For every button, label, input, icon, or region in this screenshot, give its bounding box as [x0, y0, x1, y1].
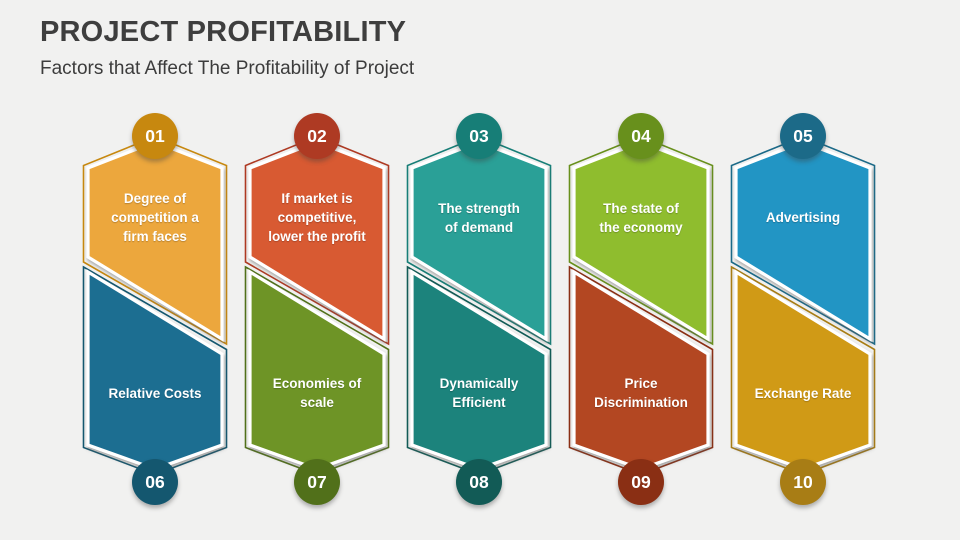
column-3 — [406, 135, 552, 476]
hex-outline-10 — [730, 265, 876, 476]
number-badge-06: 06 — [132, 459, 178, 505]
hex-outline-06 — [82, 265, 228, 476]
hex-shape-09 — [572, 269, 710, 471]
number-badge-04: 04 — [618, 113, 664, 159]
number-badge-03: 03 — [456, 113, 502, 159]
hex-shape-05 — [734, 140, 872, 342]
hex-shape-08 — [410, 269, 548, 471]
number-badge-10: 10 — [780, 459, 826, 505]
hex-outline-04 — [568, 135, 714, 346]
page-subtitle: Factors that Affect The Profitability of… — [40, 58, 415, 79]
hex-shape-10 — [734, 269, 872, 471]
hex-outline-01 — [82, 135, 228, 346]
column-4 — [568, 135, 714, 476]
hex-shape-07 — [248, 269, 386, 471]
hex-shape-06 — [86, 269, 224, 471]
number-badge-09: 09 — [618, 459, 664, 505]
hex-shape-02 — [248, 140, 386, 342]
hex-outline-03 — [406, 135, 552, 346]
hex-outline-02 — [244, 135, 390, 346]
column-1 — [82, 135, 228, 476]
number-badge-05: 05 — [780, 113, 826, 159]
hex-outline-08 — [406, 265, 552, 476]
hex-outline-09 — [568, 265, 714, 476]
hex-outline-07 — [244, 265, 390, 476]
number-badge-01: 01 — [132, 113, 178, 159]
hex-shape-01 — [86, 140, 224, 342]
column-5 — [730, 135, 876, 476]
hex-outline-05 — [730, 135, 876, 346]
number-badge-08: 08 — [456, 459, 502, 505]
number-badge-02: 02 — [294, 113, 340, 159]
page-title: PROJECT PROFITABILITY — [40, 16, 407, 48]
hex-shape-04 — [572, 140, 710, 342]
column-2 — [244, 135, 390, 476]
number-badge-07: 07 — [294, 459, 340, 505]
hex-shape-03 — [410, 140, 548, 342]
